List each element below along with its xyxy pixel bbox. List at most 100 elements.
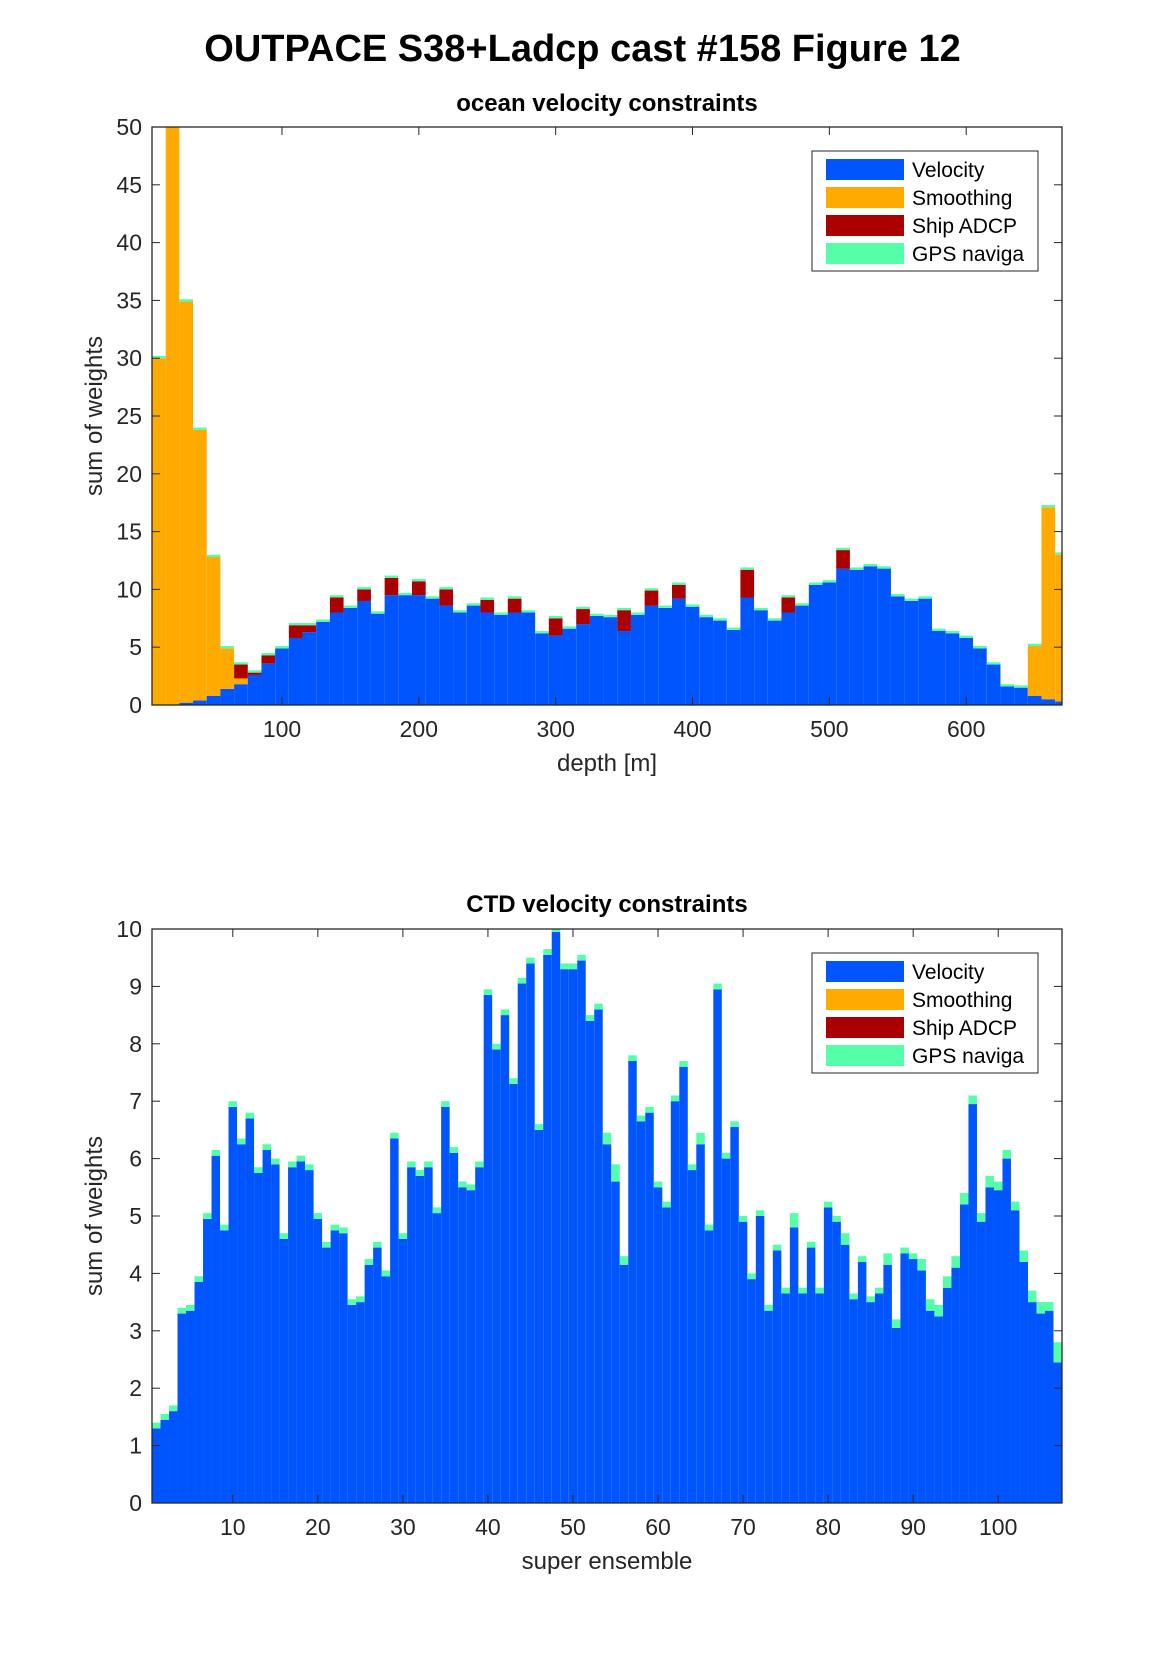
bar-gps-naviga [543, 949, 552, 955]
bar-velocity [466, 1190, 476, 1503]
bar-gps-naviga [441, 1101, 450, 1107]
bar-ship-adcp [644, 590, 659, 606]
bar-velocity [576, 624, 590, 705]
bar-velocity [976, 1221, 986, 1503]
bar-velocity [1062, 1431, 1071, 1503]
bar-velocity [390, 1138, 399, 1503]
bar-velocity [206, 695, 221, 705]
bar-velocity [543, 954, 552, 1503]
bar-velocity [866, 1302, 875, 1503]
bar-velocity [384, 595, 399, 705]
bar-gps-naviga [356, 1296, 365, 1303]
bar-velocity [568, 969, 578, 1503]
bar-gps-naviga [152, 1422, 161, 1429]
legend-swatch [826, 1045, 904, 1066]
y-tick-label: 9 [129, 973, 142, 999]
bar-gps-naviga [373, 1241, 382, 1248]
bar-velocity [475, 1167, 484, 1503]
x-tick-label: 20 [305, 1514, 331, 1540]
x-tick-label: 300 [536, 716, 574, 742]
bar-gps-naviga [407, 1161, 416, 1168]
bar-gps-naviga [275, 646, 289, 649]
bar-velocity [877, 568, 891, 705]
bar-velocity [254, 1172, 263, 1503]
bar-gps-naviga [169, 1405, 178, 1412]
bar-velocity [945, 633, 960, 705]
bar-velocity [261, 663, 276, 705]
bar-velocity [424, 1167, 433, 1503]
bar-gps-naviga [815, 1287, 824, 1294]
bar-gps-naviga [1000, 684, 1015, 687]
bar-velocity [339, 1233, 348, 1503]
bar-velocity [329, 612, 344, 705]
bar-gps-naviga [594, 1003, 603, 1010]
bar-velocity [658, 607, 672, 705]
bar-velocity [836, 568, 850, 705]
bar-gps-naviga [726, 627, 741, 630]
bar-velocity [840, 1244, 850, 1503]
bar-velocity [713, 620, 727, 705]
bar-ship-adcp [781, 597, 796, 613]
bar-gps-naviga [917, 1259, 926, 1271]
bar-velocity [322, 1247, 331, 1503]
bar-ship-adcp [480, 599, 495, 613]
bar-gps-naviga [822, 580, 837, 583]
bar-velocity [262, 1149, 272, 1503]
bar-velocity [271, 1164, 280, 1503]
y-tick-label: 4 [129, 1260, 142, 1286]
y-tick-label: 30 [116, 345, 142, 371]
y-tick-label: 50 [116, 114, 142, 140]
bar-velocity [412, 595, 426, 705]
legend-label: Velocity [912, 159, 985, 182]
bar-gps-naviga [1044, 1302, 1054, 1311]
bar-gps-naviga [617, 607, 631, 611]
bar-gps-naviga [1062, 1408, 1071, 1431]
bar-gps-naviga [339, 1227, 348, 1234]
bar-ship-adcp [234, 664, 248, 679]
bar-velocity [602, 1144, 612, 1503]
bar-gps-naviga [415, 1170, 425, 1176]
bar-gps-naviga [959, 1193, 969, 1205]
bar-gps-naviga [781, 595, 796, 598]
bar-gps-naviga [747, 1273, 756, 1280]
bar-velocity [551, 931, 561, 1503]
bar-velocity [653, 1187, 663, 1503]
bar-gps-naviga [1027, 643, 1042, 647]
bar-gps-naviga [500, 1009, 510, 1016]
bar-velocity [764, 1310, 773, 1503]
bar-velocity [517, 983, 527, 1503]
legend-swatch [826, 187, 904, 208]
y-tick-label: 20 [116, 461, 142, 487]
bar-velocity [347, 1304, 357, 1503]
bar-gps-naviga [262, 1144, 272, 1150]
bar-gps-naviga [483, 989, 493, 996]
bar-velocity [509, 1083, 518, 1503]
legend-label: Smoothing [912, 187, 1012, 210]
bar-gps-naviga [193, 427, 207, 430]
bar-ship-adcp [439, 589, 454, 606]
bar-velocity [973, 648, 987, 705]
bar-gps-naviga [316, 619, 330, 622]
y-tick-label: 3 [129, 1318, 142, 1344]
bar-gps-naviga [412, 579, 426, 582]
bar-velocity [900, 1253, 909, 1503]
bar-smoothing [220, 648, 235, 689]
bar-velocity [959, 1204, 969, 1503]
bar-gps-naviga [521, 610, 536, 613]
bar-gps-naviga [302, 622, 317, 626]
bar-ship-adcp [740, 569, 755, 598]
bar-gps-naviga [194, 1276, 204, 1283]
bar-velocity [636, 1121, 646, 1503]
bar-velocity [415, 1175, 425, 1503]
bar-gps-naviga [390, 1132, 399, 1139]
bar-velocity [458, 1187, 467, 1503]
bar-velocity [815, 1293, 824, 1503]
bar-velocity [806, 1247, 816, 1503]
bar-velocity [767, 620, 782, 705]
bar-gps-naviga [577, 954, 586, 961]
bar-gps-naviga [934, 1304, 943, 1317]
bar-velocity [449, 1152, 459, 1503]
bar-gps-naviga [704, 1224, 714, 1231]
x-tick-label: 70 [730, 1514, 756, 1540]
bar-gps-naviga [891, 1319, 901, 1328]
